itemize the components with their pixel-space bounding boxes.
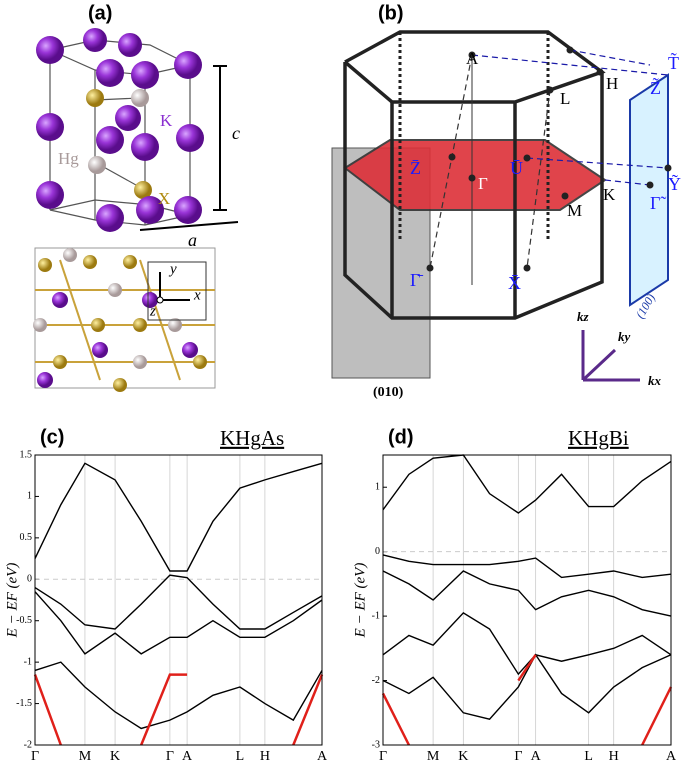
- y-tick-label: 0: [375, 546, 380, 557]
- x-tick-label: Γ: [31, 749, 39, 764]
- y-tick-label: -2: [372, 675, 380, 686]
- atom-label: Hg: [58, 149, 79, 168]
- x-tick-label: A: [317, 749, 328, 764]
- x-tick-label: H: [609, 749, 619, 764]
- band: [33, 673, 324, 746]
- bz-side: [343, 62, 604, 320]
- surface-point-label: X̄: [508, 273, 521, 293]
- plot-frame: [34, 454, 323, 746]
- panel-label: (a): [88, 2, 112, 24]
- panel-a: (a) c a K Hg X: [33, 2, 240, 392]
- x-tick-label: K: [458, 749, 468, 764]
- point-label: K: [603, 185, 616, 204]
- side-point-label: Ỹ: [668, 173, 681, 194]
- y-tick-label: 0.5: [20, 532, 33, 543]
- panel-label: (d): [388, 426, 414, 448]
- y-tick-label: -0.5: [16, 615, 32, 626]
- axis-label: z: [149, 303, 156, 319]
- band: [382, 653, 672, 721]
- plot-frame: [382, 454, 672, 746]
- atom-label: K: [160, 111, 173, 130]
- point-label: H: [606, 74, 618, 93]
- band: [382, 611, 672, 676]
- x-tick-label: H: [260, 749, 270, 764]
- x-tick-label: A: [666, 749, 677, 764]
- band: [34, 462, 323, 572]
- surface-point-label: Ū: [510, 158, 523, 178]
- y-tick-label: 1: [375, 482, 380, 493]
- band: [34, 661, 323, 730]
- band: [34, 591, 323, 655]
- y-axis-label: E − EF (eV): [352, 563, 368, 639]
- panel-b: (b) A L H K M Γ Z̄ Ū X̄ Γ̄ T̃ Z̃ Ỹ Γ̃ (0…: [331, 2, 681, 400]
- band: [382, 554, 672, 579]
- lattice-a: a: [188, 230, 197, 250]
- point-label: M: [567, 201, 582, 220]
- panel-label: (c): [40, 426, 64, 448]
- x-tick-label: M: [79, 749, 92, 764]
- band: [382, 570, 672, 617]
- y-tick-label: 1.5: [20, 449, 33, 460]
- axis-label: y: [168, 261, 177, 277]
- point-label: L: [560, 89, 570, 108]
- lattice-markers: [139, 65, 239, 231]
- y-tick-label: -1: [372, 610, 380, 621]
- atom-label: X: [158, 189, 170, 208]
- y-tick-label: 0: [27, 574, 32, 585]
- y-tick-label: -3: [372, 739, 380, 750]
- top-view: [33, 247, 216, 392]
- y-tick-label: -1: [24, 656, 32, 667]
- axis-label: kx: [648, 373, 662, 388]
- chart-title: KHgBi: [568, 426, 629, 450]
- y-tick-label: -1.5: [16, 698, 32, 709]
- y-axis-label: E − EF (eV): [4, 563, 20, 639]
- y-tick-label: -2: [24, 739, 32, 750]
- axis-label: ky: [618, 329, 631, 344]
- x-tick-label: Γ: [166, 749, 174, 764]
- band: [381, 654, 673, 746]
- atoms: [36, 28, 204, 232]
- y-tick-label: 1: [27, 491, 32, 502]
- axis-label: x: [193, 287, 201, 303]
- x-tick-label: K: [110, 749, 120, 764]
- surface-point-label: Z̄: [410, 158, 421, 178]
- point-label: Γ: [478, 174, 488, 193]
- band: [382, 454, 672, 514]
- band: [34, 574, 323, 630]
- plane-label: (010): [373, 385, 404, 400]
- x-tick-label: L: [236, 749, 245, 764]
- panel-label: (b): [378, 2, 404, 24]
- lattice-c: c: [232, 123, 240, 143]
- side-point-label: T̃: [668, 52, 679, 74]
- x-tick-label: M: [427, 749, 440, 764]
- x-tick-label: Γ: [514, 749, 522, 764]
- x-tick-label: A: [531, 749, 542, 764]
- x-tick-label: Γ: [379, 749, 387, 764]
- surface-100: [629, 73, 669, 307]
- chart-title: KHgAs: [220, 426, 284, 450]
- x-tick-label: A: [182, 749, 193, 764]
- point-label: A: [466, 49, 479, 68]
- surface-point-label: Γ̄: [410, 270, 423, 290]
- axis-label: kz: [577, 309, 590, 324]
- x-tick-label: L: [584, 749, 593, 764]
- side-point-label: Z̃: [650, 77, 661, 99]
